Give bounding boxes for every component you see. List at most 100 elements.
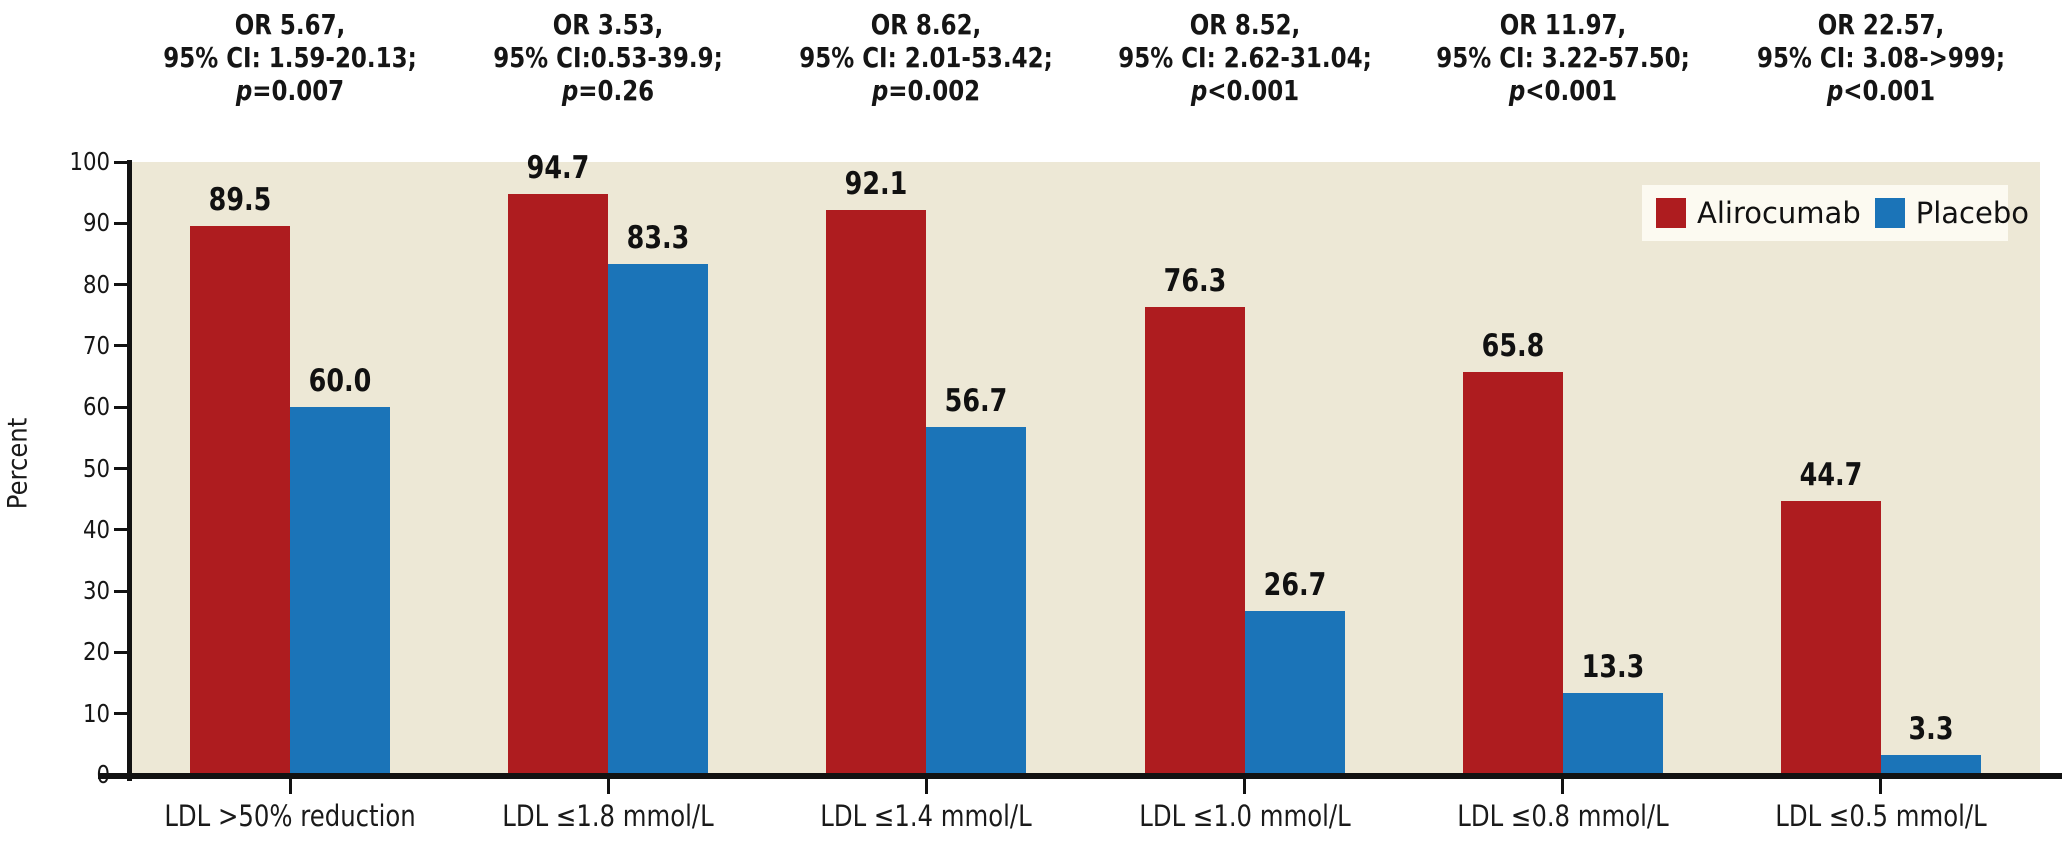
ci-line: 95% CI:0.53-39.9;	[493, 41, 724, 74]
p-symbol: p	[1826, 74, 1844, 107]
x-category-label-4: LDL ≤0.8 mmol/L	[1457, 799, 1669, 833]
y-tick-label-50: 50	[82, 453, 110, 483]
or-line: OR 11.97,	[1499, 8, 1627, 41]
x-tick-mark-2	[924, 779, 928, 794]
y-tick-mark-90	[114, 221, 129, 225]
x-category-label-2: LDL ≤1.4 mmol/L	[820, 799, 1033, 833]
bar-placebo-0	[290, 407, 391, 775]
bar-value-label-alirocumab-0: 89.5	[208, 182, 272, 219]
bar-value-label-alirocumab-2: 92.1	[845, 166, 908, 203]
y-tick-mark-30	[114, 589, 129, 593]
legend-label-placebo: Placebo	[1915, 196, 2029, 230]
x-tick-mark-0	[288, 779, 292, 794]
legend-swatch-alirocumab	[1656, 198, 1686, 228]
legend-item-alirocumab: Alirocumab	[1656, 196, 1861, 230]
bar-value-label-placebo-3: 26.7	[1263, 567, 1326, 604]
ci-line: 95% CI: 3.08->999;	[1756, 41, 2005, 74]
or-annotation-1: OR 3.53, 95% CI:0.53-39.9; p=0.26	[461, 8, 756, 107]
y-tick-label-90: 90	[82, 208, 110, 238]
bar-alirocumab-0	[190, 226, 291, 775]
legend-swatch-placebo	[1874, 198, 1905, 228]
y-tick-mark-50	[114, 467, 129, 470]
bar-value-label-placebo-2: 56.7	[945, 383, 1008, 420]
p-symbol: p	[562, 74, 579, 107]
bar-alirocumab-3	[1144, 307, 1245, 775]
p-symbol: p	[1190, 74, 1207, 107]
or-annotation-0: OR 5.67, 95% CI: 1.59-20.13; p=0.007	[142, 8, 437, 107]
plot-background	[131, 162, 2040, 775]
p-value: =0.007	[252, 74, 345, 107]
p-value-line: p<0.001	[1097, 74, 1392, 107]
ci-line: 95% CI: 2.62-31.04;	[1117, 41, 1372, 74]
x-category-label-0: LDL >50% reduction	[164, 799, 416, 833]
or-line: OR 5.67,	[234, 8, 346, 41]
bar-placebo-5	[1880, 754, 1981, 775]
y-tick-label-80: 80	[82, 269, 110, 299]
bar-value-label-placebo-0: 60.0	[308, 363, 372, 400]
legend: Alirocumab Placebo	[1642, 185, 2029, 241]
p-value-line: p<0.001	[1733, 74, 2028, 107]
legend-item-placebo: Placebo	[1874, 196, 2029, 230]
x-tick-mark-4	[1561, 779, 1565, 794]
p-value-line: p=0.26	[461, 74, 756, 107]
or-annotation-3: OR 8.52, 95% CI: 2.62-31.04; p<0.001	[1097, 8, 1392, 107]
bar-value-label-alirocumab-5: 44.7	[1799, 456, 1863, 493]
y-tick-mark-40	[114, 528, 129, 532]
y-tick-mark-70	[114, 344, 129, 348]
p-symbol: p	[872, 74, 889, 107]
x-axis-line	[98, 773, 2062, 779]
y-tick-label-40: 40	[82, 514, 110, 544]
y-axis-title: Percent	[2, 417, 34, 510]
y-tick-label-30: 30	[82, 576, 110, 606]
x-category-label-3: LDL ≤1.0 mmol/L	[1138, 799, 1351, 833]
bar-alirocumab-4	[1462, 371, 1563, 775]
x-tick-mark-1	[606, 779, 610, 794]
or-line: OR 8.52,	[1189, 8, 1300, 41]
bar-value-label-placebo-5: 3.3	[1908, 710, 1954, 747]
bar-value-label-placebo-1: 83.3	[626, 220, 690, 257]
y-tick-label-100: 100	[69, 147, 110, 176]
y-tick-label-20: 20	[82, 637, 110, 667]
bar-value-label-alirocumab-4: 65.8	[1481, 327, 1545, 364]
p-value-line: p=0.002	[779, 74, 1074, 107]
p-value: <0.001	[1525, 74, 1617, 107]
p-value: =0.002	[888, 74, 981, 107]
ci-line: 95% CI: 3.22-57.50;	[1435, 41, 1690, 74]
y-tick-label-10: 10	[82, 698, 110, 728]
bar-value-label-alirocumab-3: 76.3	[1163, 263, 1226, 300]
or-line: OR 22.57,	[1817, 8, 1945, 41]
p-value: =0.26	[578, 74, 655, 107]
bar-placebo-3	[1244, 611, 1345, 775]
p-symbol: p	[235, 74, 253, 107]
or-annotation-4: OR 11.97, 95% CI: 3.22-57.50; p<0.001	[1415, 8, 1710, 107]
or-annotation-5: OR 22.57, 95% CI: 3.08->999; p<0.001	[1733, 8, 2028, 107]
x-category-label-5: LDL ≤0.5 mmol/L	[1775, 799, 1987, 833]
x-category-label-1: LDL ≤1.8 mmol/L	[502, 799, 714, 833]
y-tick-mark-60	[114, 405, 129, 409]
y-tick-mark-10	[114, 712, 129, 716]
x-tick-mark-3	[1243, 779, 1247, 794]
bar-value-label-placebo-4: 13.3	[1581, 649, 1645, 686]
or-line: OR 3.53,	[552, 8, 664, 41]
bar-alirocumab-2	[826, 210, 927, 775]
p-symbol: p	[1508, 74, 1526, 107]
or-line: OR 8.62,	[871, 8, 982, 41]
y-tick-mark-100	[114, 160, 129, 164]
p-value-line: p=0.007	[142, 74, 437, 107]
p-value-line: p<0.001	[1415, 74, 1710, 107]
p-value: <0.001	[1843, 74, 1936, 107]
y-tick-label-60: 60	[82, 392, 110, 422]
x-tick-mark-5	[1879, 779, 1883, 794]
bar-placebo-1	[608, 264, 709, 775]
bar-alirocumab-1	[508, 194, 609, 775]
y-axis-line	[127, 160, 132, 781]
y-tick-mark-20	[114, 650, 129, 654]
bar-placebo-2	[926, 427, 1027, 775]
ci-line: 95% CI: 1.59-20.13;	[163, 41, 417, 74]
p-value: <0.001	[1206, 74, 1299, 107]
y-tick-label-70: 70	[82, 330, 110, 360]
legend-label-alirocumab: Alirocumab	[1697, 196, 1861, 230]
bar-value-label-alirocumab-1: 94.7	[526, 150, 590, 187]
or-annotation-2: OR 8.62, 95% CI: 2.01-53.42; p=0.002	[779, 8, 1074, 107]
